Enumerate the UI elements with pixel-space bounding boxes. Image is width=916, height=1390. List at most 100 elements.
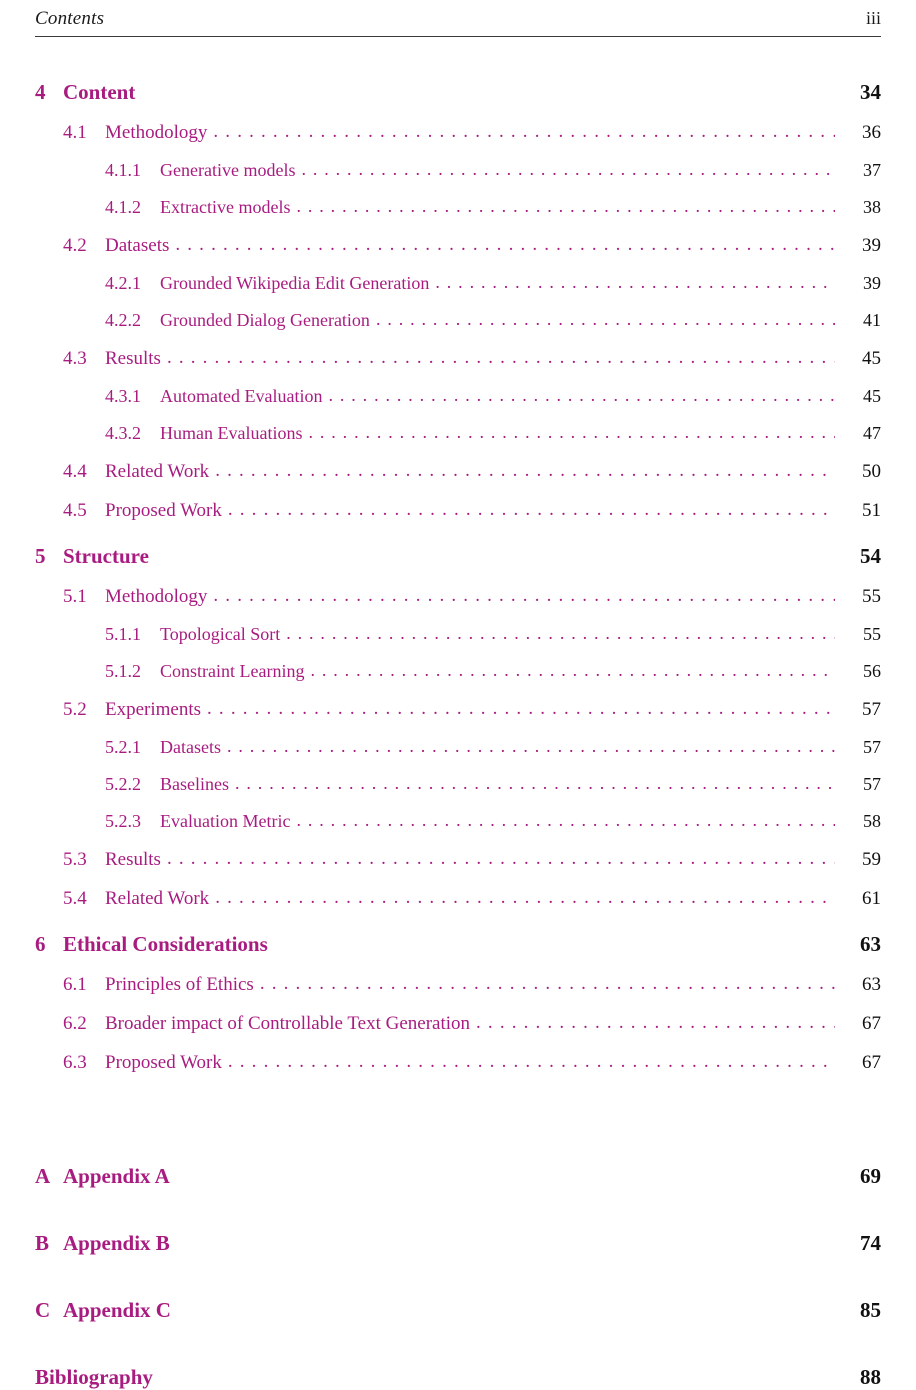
dot-leader: [213, 121, 835, 143]
toc-entry-subsection[interactable]: 5.1.2 Constraint Learning 56: [35, 661, 881, 682]
toc-entry-title: Proposed Work: [105, 1052, 222, 1073]
toc-entry-page-number: 36: [862, 122, 881, 143]
toc-entry-title: Datasets: [160, 737, 221, 757]
dot-leader: [175, 234, 835, 256]
dot-leader: [435, 272, 835, 293]
toc-entry-number: 6.2: [63, 1013, 87, 1034]
toc-entry-page-number: 88: [860, 1365, 881, 1389]
toc-entry-number: 4.1.2: [105, 197, 141, 217]
toc-entry-number: 5.1.1: [105, 624, 141, 644]
toc-entry-number: 4.3.2: [105, 423, 141, 443]
toc-entry-section[interactable]: 6.3 Proposed Work 67: [35, 1052, 881, 1074]
dot-leader: [235, 773, 835, 794]
toc-entry-number: 5.1.2: [105, 661, 141, 681]
toc-entry-title: Evaluation Metric: [160, 811, 291, 831]
toc-entry-subsection[interactable]: 5.2.2 Baselines 57: [35, 774, 881, 795]
toc-entry-number: 5.2.3: [105, 811, 141, 831]
toc-entry-appendix[interactable]: C Appendix C 85: [35, 1298, 881, 1323]
toc-entry-section[interactable]: 4.2 Datasets 39: [35, 235, 881, 257]
dot-leader: [476, 1012, 835, 1034]
toc-entry-section[interactable]: 5.3 Results 59: [35, 849, 881, 871]
toc-entry-subsection[interactable]: 4.3.1 Automated Evaluation 45: [35, 386, 881, 407]
toc-entry-number: 5.3: [63, 849, 87, 870]
dot-leader: [296, 196, 835, 217]
toc-entry-appendix[interactable]: A Appendix A 69: [35, 1164, 881, 1189]
toc-entry-title: Methodology: [105, 586, 208, 607]
toc-entry-chapter[interactable]: 4 Content 34: [35, 80, 881, 105]
toc-entry-section[interactable]: 4.1 Methodology 36: [35, 122, 881, 144]
toc-entry-number: 6: [35, 932, 46, 956]
toc-entry-number: 6.1: [63, 974, 87, 995]
table-of-contents-list: 4 Content 34 4.1 Methodology 36 4.1.1 Generativ…: [0, 58, 916, 1390]
toc-entry-number: 4.3.1: [105, 386, 141, 406]
toc-entry-subsection[interactable]: 4.3.2 Human Evaluations 47: [35, 423, 881, 444]
toc-entry-number: 4.1.1: [105, 160, 141, 180]
toc-entry-subsection[interactable]: 4.2.2 Grounded Dialog Generation 41: [35, 310, 881, 331]
toc-entry-page-number: 45: [863, 386, 881, 406]
toc-entry-subsection[interactable]: 5.2.1 Datasets 57: [35, 737, 881, 758]
toc-entry-number: 5.2.1: [105, 737, 141, 757]
toc-entry-title: Structure: [63, 544, 149, 568]
dot-leader: [260, 973, 835, 995]
toc-entry-page-number: 38: [863, 197, 881, 217]
toc-entry-number: 6.3: [63, 1052, 87, 1073]
toc-entry-number: C: [35, 1298, 51, 1322]
toc-entry-title: Ethical Considerations: [63, 932, 268, 956]
toc-entry-section[interactable]: 5.1 Methodology 55: [35, 586, 881, 608]
toc-entry-number: 4.1: [63, 122, 87, 143]
toc-entry-section[interactable]: 4.4 Related Work 50: [35, 461, 881, 483]
toc-entry-number: 4.2.1: [105, 273, 141, 293]
toc-entry-number: 4.5: [63, 500, 87, 521]
toc-entry-subsection[interactable]: 4.2.1 Grounded Wikipedia Edit Generation 3…: [35, 273, 881, 294]
dot-leader: [167, 347, 835, 369]
toc-entry-number: 4.4: [63, 461, 87, 482]
toc-entry-title: Appendix B: [63, 1231, 170, 1255]
toc-entry-section[interactable]: 6.1 Principles of Ethics 63: [35, 974, 881, 996]
toc-entry-title: Bibliography: [35, 1365, 153, 1389]
toc-entry-page-number: 55: [862, 586, 881, 607]
toc-entry-number: 4: [35, 80, 46, 104]
toc-entry-title: Content: [63, 80, 136, 104]
toc-entry-title: Results: [105, 849, 161, 870]
toc-entry-title: Methodology: [105, 122, 208, 143]
toc-entry-subsection[interactable]: 5.2.3 Evaluation Metric 58: [35, 811, 881, 832]
toc-entry-subsection[interactable]: 4.1.1 Generative models 37: [35, 160, 881, 181]
toc-entry-page-number: 39: [863, 273, 881, 293]
toc-entry-number: B: [35, 1231, 50, 1255]
toc-entry-page-number: 50: [862, 461, 881, 482]
toc-entry-page-number: 59: [862, 849, 881, 870]
toc-entry-title: Related Work: [105, 888, 210, 909]
dot-leader: [228, 499, 835, 521]
toc-entry-chapter[interactable]: 5 Structure 54: [35, 544, 881, 569]
toc-entry-title: Constraint Learning: [160, 661, 305, 681]
dot-leader: [296, 810, 835, 831]
toc-entry-page-number: 58: [863, 811, 881, 831]
toc-entry-title: Topological Sort: [160, 624, 281, 644]
toc-entry-subsection[interactable]: 5.1.1 Topological Sort 55: [35, 624, 881, 645]
toc-entry-section[interactable]: 5.4 Related Work 61: [35, 888, 881, 910]
toc-entry-appendix[interactable]: B Appendix B 74: [35, 1231, 881, 1256]
toc-entry-section[interactable]: 6.2 Broader impact of Controllable Text G…: [35, 1013, 881, 1035]
toc-entry-page-number: 55: [863, 624, 881, 644]
toc-entry-page-number: 63: [860, 932, 881, 956]
toc-entry-page-number: 54: [860, 544, 881, 568]
toc-entry-title: Proposed Work: [105, 500, 222, 521]
toc-entry-section[interactable]: 5.2 Experiments 57: [35, 699, 881, 721]
toc-entry-page-number: 37: [863, 160, 881, 180]
toc-entry-page-number: 39: [862, 235, 881, 256]
toc-entry-section[interactable]: 4.3 Results 45: [35, 348, 881, 370]
toc-entry-number: 5: [35, 544, 46, 568]
toc-entry-number: 4.2: [63, 235, 87, 256]
toc-entry-chapter[interactable]: 6 Ethical Considerations 63: [35, 932, 881, 957]
toc-entry-subsection[interactable]: 4.1.2 Extractive models 38: [35, 197, 881, 218]
toc-entry-section[interactable]: 4.5 Proposed Work 51: [35, 500, 881, 522]
toc-entry-page-number: 61: [862, 888, 881, 909]
toc-entry-appendix[interactable]: Bibliography 88: [35, 1365, 881, 1390]
dot-leader: [167, 848, 835, 870]
toc-entry-title: Appendix A: [63, 1164, 170, 1188]
toc-entry-title: Automated Evaluation: [160, 386, 323, 406]
dot-leader: [213, 585, 835, 607]
toc-entry-page-number: 67: [862, 1052, 881, 1073]
dot-leader: [228, 1051, 835, 1073]
